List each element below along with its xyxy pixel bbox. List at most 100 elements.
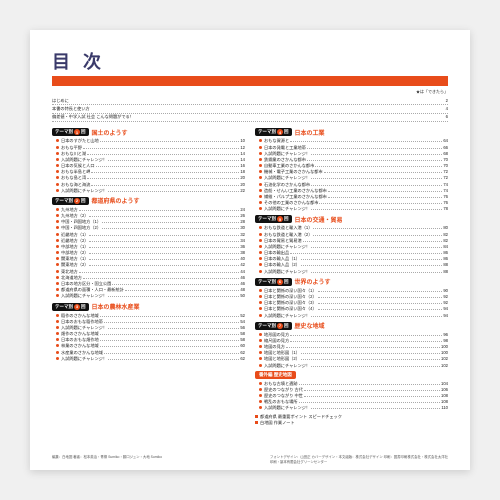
item-page: 58 <box>240 331 245 337</box>
chapter: 番外編 歴史地図おもな古墳と遺跡104歴史のつながり 古代106歴史のつながり … <box>255 371 448 411</box>
item-label: その他の工業のさかんな都市 <box>264 200 318 206</box>
item-label: おもな平野 <box>61 145 82 151</box>
leader-dots <box>328 191 443 192</box>
leader-dots <box>318 303 443 304</box>
item-label: 入試問題にチャレンジ！ <box>264 206 310 212</box>
item-page: 34 <box>240 238 245 244</box>
item-label: 近畿地方（1） <box>61 232 88 238</box>
item-label: 歴史のつながり 中世 <box>264 393 303 399</box>
item-page: 46 <box>240 275 245 281</box>
item-page: 96 <box>443 332 448 338</box>
bullet-icon <box>56 183 59 186</box>
bullet-icon <box>56 239 59 242</box>
bullet-icon <box>56 344 59 347</box>
bullet-icon <box>56 294 59 297</box>
toc-item: 入試問題にチャレンジ！50 <box>56 293 245 299</box>
leader-dots <box>307 160 442 161</box>
chapter-badge: テーマ別1回 <box>52 128 89 136</box>
item-page: 10 <box>240 138 245 144</box>
leader-dots <box>112 284 239 285</box>
chapter-title: 世界のようす <box>295 277 331 286</box>
item-page: 104 <box>441 381 448 387</box>
leader-dots <box>318 297 443 298</box>
bullet-icon <box>259 226 262 229</box>
leader-dots <box>311 247 442 248</box>
bullet-icon <box>56 288 59 291</box>
item-page: 102 <box>441 356 448 362</box>
bullet-icon <box>259 345 262 348</box>
leader-dots <box>125 290 240 291</box>
bullet-icon <box>56 146 59 149</box>
intro-page: 6 <box>446 114 448 120</box>
item-label: 地形図の見方 <box>264 332 289 338</box>
leader-dots <box>108 160 239 161</box>
item-page: 54 <box>240 319 245 325</box>
chapter-title: 国土のようす <box>92 128 128 137</box>
bullet-icon <box>259 170 262 173</box>
chapter-items: 日本と関係の深い国々（1）90日本と関係の深い国々（2）92日本と関係の深い国々… <box>259 287 448 318</box>
bullet-icon <box>56 226 59 229</box>
item-page: 16 <box>240 163 245 169</box>
chapter-num: 6 <box>277 279 283 285</box>
item-label: 日本と関係の深い国々（2） <box>264 294 317 300</box>
item-page: 88 <box>443 269 448 275</box>
bullet-icon <box>56 208 59 211</box>
item-label: 入試問題にチャレンジ！ <box>61 325 107 331</box>
leader-dots <box>311 154 442 155</box>
item-page: 86 <box>443 250 448 256</box>
item-label: 入試問題にチャレンジ！ <box>264 313 310 319</box>
leader-dots <box>89 241 239 242</box>
leader-dots <box>100 340 240 341</box>
item-label: 繊維・パルプ工業のさかんな都市 <box>264 194 327 200</box>
item-label: 中部地方（2） <box>61 250 88 256</box>
item-label: おもな鉄道と輸入港（2） <box>264 232 312 238</box>
chapter: テーマ別7回歴史な地域地形図の見方96縮尺図の見方98地図の見方100地図と地形… <box>255 321 448 368</box>
item-page: 26 <box>240 213 245 219</box>
leader-dots <box>104 322 239 323</box>
item-page: 92 <box>443 294 448 300</box>
leader-dots <box>102 228 239 229</box>
chapter-num: 2 <box>74 198 80 204</box>
item-page: 18 <box>240 169 245 175</box>
chapter-header: 番外編 歴史地図 <box>255 371 448 379</box>
leader-dots <box>89 259 239 260</box>
bullet-icon <box>259 307 262 310</box>
footer-left: 編集：白地図 著者：松本英治・青柳 Sumiko・藤口ジュン・大地 Sumiko <box>52 455 162 464</box>
item-page: 74 <box>443 188 448 194</box>
item-label: 中国・四国地方（2） <box>61 225 101 231</box>
chapter: テーマ別4回日本の工業おもな資源と64日本の発電と工業地帯66入試問題にチャレン… <box>255 128 448 212</box>
item-page: 46 <box>240 281 245 287</box>
bullet-icon <box>56 164 59 167</box>
item-page: 70 <box>443 163 448 169</box>
bullet-icon <box>259 295 262 298</box>
leader-dots <box>87 154 239 155</box>
legend-note: ★は「できたら」 <box>52 89 448 95</box>
chapter-badge: テーマ別2回 <box>52 197 89 205</box>
item-page: 40 <box>240 256 245 262</box>
item-label: 九州地方 <box>61 207 78 213</box>
item-page: 36 <box>240 244 245 250</box>
page-title: 目 次 <box>52 48 448 74</box>
item-label: 近畿地方（2） <box>61 238 88 244</box>
bullet-icon <box>259 245 262 248</box>
leader-dots <box>311 408 440 409</box>
item-label: 入試問題にチャレンジ！ <box>61 356 107 362</box>
chapter-badge: テーマ別4回 <box>255 128 292 136</box>
leader-dots <box>89 216 239 217</box>
item-page: 52 <box>240 313 245 319</box>
item-page: 32 <box>240 232 245 238</box>
item-page: 106 <box>441 387 448 393</box>
bullet-icon <box>56 158 59 161</box>
chapter-items: 稲作のさかんな地域52日本のおもな稲作地帯54入試問題にチャレンジ！56畑作のさ… <box>56 312 245 361</box>
bullet-icon <box>56 152 59 155</box>
item-page: 42 <box>240 262 245 268</box>
leader-dots <box>83 148 239 149</box>
bullet-icon <box>259 233 262 236</box>
leader-dots <box>315 166 442 167</box>
item-page: 66 <box>443 145 448 151</box>
leader-dots <box>299 384 440 385</box>
item-label: 東北地方 <box>61 269 78 275</box>
bullet-icon <box>259 333 262 336</box>
item-label: おもな海と海流 <box>61 182 90 188</box>
item-label: 入試問題にチャレンジ！ <box>264 269 310 275</box>
